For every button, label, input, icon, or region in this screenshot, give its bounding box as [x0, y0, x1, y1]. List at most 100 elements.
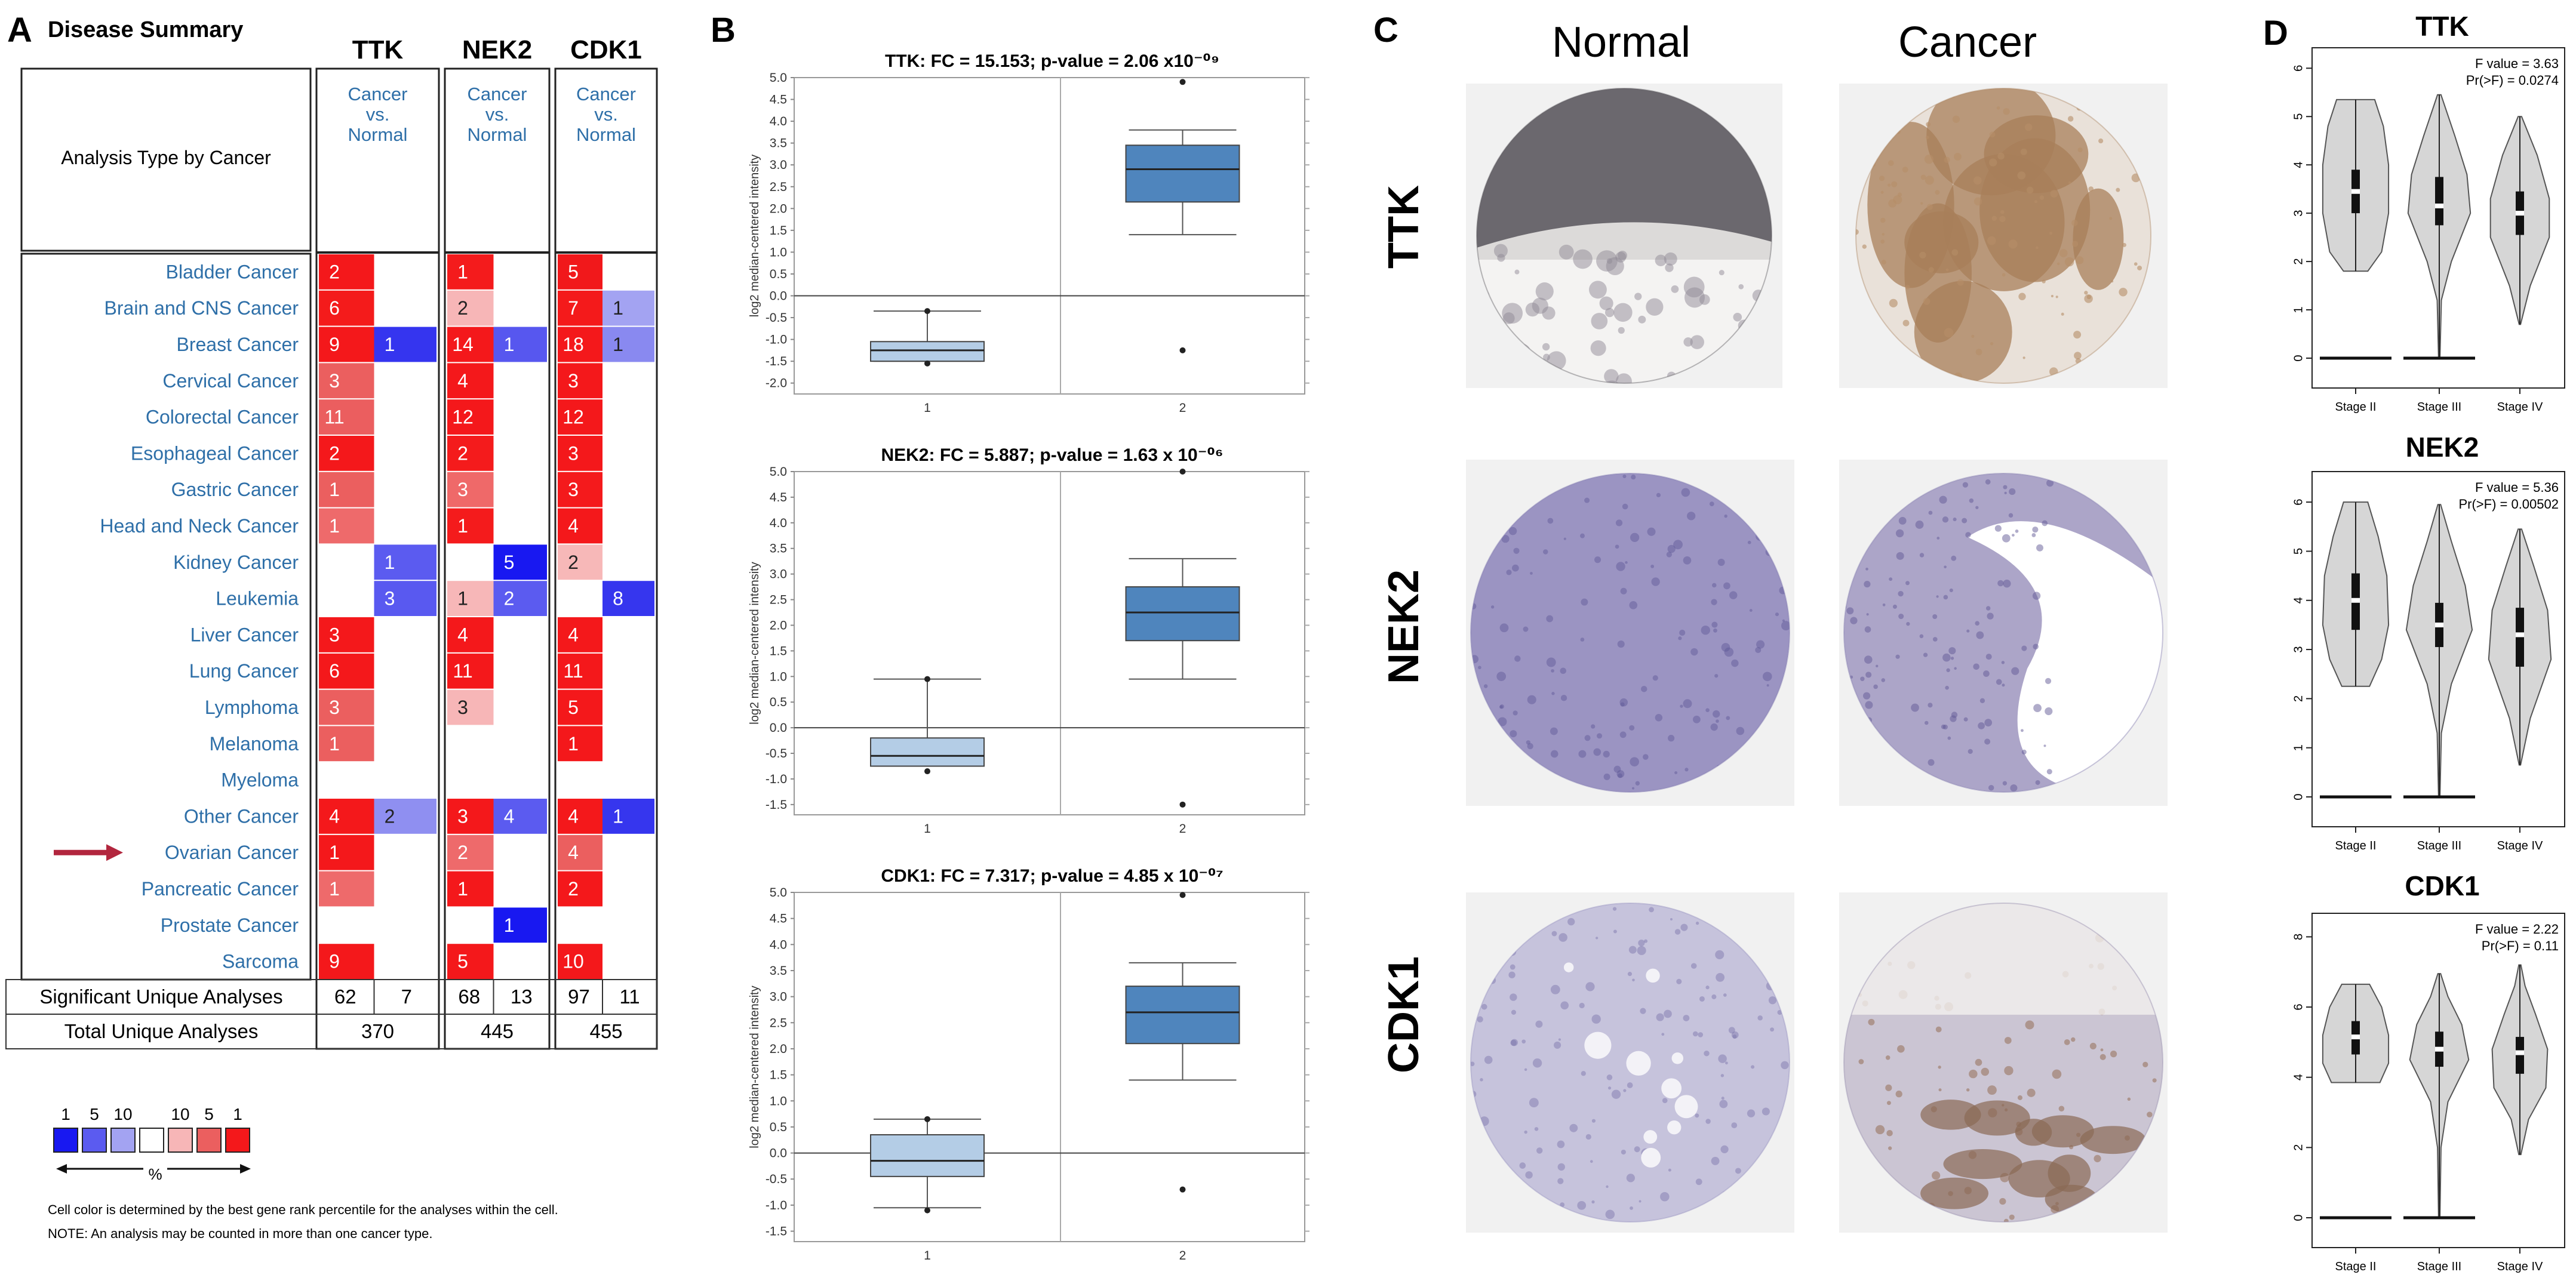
tissue-speck	[1725, 1061, 1728, 1065]
tissue-speck	[1705, 986, 1710, 990]
tissue-speck	[1714, 674, 1719, 678]
tissue-speck	[1925, 136, 1929, 140]
heatmap-cell	[447, 689, 494, 725]
heatmap-cell	[558, 399, 602, 435]
tissue-speck	[2002, 781, 2008, 786]
tissue-speck	[2021, 749, 2027, 755]
tissue-speck	[1889, 577, 1893, 581]
tissue-speck	[1898, 517, 1907, 525]
heatmap-cell-value: 4	[568, 805, 579, 827]
heatmap-cell	[319, 472, 374, 507]
y-tick-label: 0.0	[770, 721, 787, 735]
heatmap-cell-value: 1	[568, 733, 579, 755]
y-tick-label: 2	[2292, 695, 2305, 702]
violin-title: TTK	[2415, 11, 2469, 42]
tissue-speck	[2067, 116, 2074, 122]
tissue-speck	[1895, 654, 1900, 659]
violin-median	[2516, 1050, 2524, 1055]
cancer-name-prostate-cancer: Prostate Cancer	[161, 914, 299, 936]
analysis-type-header-box	[20, 67, 312, 252]
tissue-speck	[1589, 281, 1607, 299]
tissue-speck	[1573, 249, 1593, 269]
tissue-speck	[1888, 160, 1894, 167]
tissue-speck	[1963, 717, 1968, 722]
tissue-speck	[2046, 479, 2054, 487]
cancer-name-melanoma: Melanoma	[210, 733, 299, 755]
tissue-speck	[1584, 497, 1590, 503]
tissue-speck	[2064, 257, 2074, 267]
outlier-point	[924, 1207, 930, 1214]
tissue-lumen	[1661, 1078, 1682, 1099]
tissue-speck	[1616, 770, 1625, 778]
x-category-label: Stage II	[2335, 401, 2377, 414]
y-tick-label: 5.0	[770, 465, 787, 479]
text-line: Normal	[576, 124, 636, 145]
text-line: Cancer	[348, 84, 408, 104]
tissue-speck	[2051, 294, 2054, 298]
tissue-speck	[1546, 657, 1556, 667]
outlier-point	[924, 1116, 930, 1122]
y-tick-label: 1	[2292, 306, 2305, 313]
y-tick-label: 0	[2292, 793, 2305, 800]
tissue-speck	[1747, 1109, 1756, 1117]
tissue-speck	[1615, 251, 1627, 263]
cancer-name-leukemia: Leukemia	[216, 588, 299, 609]
y-tick-label: 0.5	[770, 267, 787, 281]
heatmap-cell-value: 3	[568, 370, 579, 392]
tissue-speck	[1484, 1055, 1493, 1064]
tissue-speck	[1560, 1001, 1569, 1010]
boxplot-frame	[794, 892, 1305, 1242]
heatmap-cell-value: 1	[457, 261, 468, 282]
tissue-speck	[2100, 1048, 2104, 1052]
tissue-speck	[1683, 1015, 1690, 1021]
y-tick-label: 0.0	[770, 290, 787, 303]
tissue-speck	[2089, 1042, 2097, 1049]
pr-value: Pr(>F) = 0.11	[2482, 938, 2559, 953]
tissue-speck	[1755, 646, 1762, 654]
tissue-speck	[1687, 512, 1696, 521]
tissue-speck	[2033, 643, 2039, 650]
tissue-speck	[1997, 152, 2005, 160]
heatmap-cell	[558, 472, 602, 507]
tissue-speck	[1690, 963, 1697, 969]
tissue-lumen	[1667, 1120, 1682, 1135]
y-tick-label: -1.5	[766, 798, 787, 812]
tissue-speck	[1865, 701, 1873, 709]
y-tick-label: 2.0	[770, 618, 787, 632]
tissue-speck	[1567, 917, 1575, 926]
tissue-speck	[2017, 1095, 2022, 1100]
column-label-normal: Normal	[1552, 19, 1690, 66]
y-tick-label: 0.5	[770, 695, 787, 709]
heatmap-cell	[447, 327, 494, 362]
y-tick-label: 3.0	[770, 158, 787, 172]
f-value: F value = 2.22	[2475, 922, 2559, 937]
y-axis-label: log2 median-centered intensity	[748, 986, 761, 1148]
tissue-speck	[1864, 655, 1873, 664]
x-category-label: Stage II	[2335, 839, 2377, 852]
outlier-point	[1179, 1186, 1186, 1193]
tissue-speck	[2036, 246, 2039, 250]
gene-header-cdk1: CDK1	[570, 35, 642, 64]
heatmap-cell-value: 2	[385, 805, 395, 827]
heatmap-cell	[447, 871, 494, 907]
tissue-speck	[1728, 1027, 1735, 1034]
cancer-name-cervical-cancer: Cervical Cancer	[162, 370, 299, 392]
y-tick-label: -1.5	[766, 1225, 787, 1239]
tissue-speck	[1627, 972, 1633, 977]
tissue-speck	[1944, 328, 1954, 338]
x-category-label: Stage II	[2335, 1260, 2377, 1273]
tissue-speck	[1905, 581, 1910, 586]
heatmap-cell	[558, 363, 602, 399]
heatmap-cell-value: 3	[568, 442, 579, 464]
heatmap-cell-value: 3	[329, 624, 340, 645]
tissue-speck	[1966, 629, 1970, 633]
tissue-speck	[1640, 1008, 1646, 1014]
tissue-speck	[1881, 260, 1886, 265]
tissue-core	[1471, 903, 1790, 1222]
significant-label: Significant Unique Analyses	[39, 986, 282, 1008]
y-tick-label: -1.0	[766, 772, 787, 786]
tissue-speck	[1720, 1145, 1729, 1153]
gene-header-nek2: NEK2	[462, 35, 532, 64]
tissue-speck	[1962, 518, 1968, 524]
tissue-speck	[1499, 704, 1504, 709]
